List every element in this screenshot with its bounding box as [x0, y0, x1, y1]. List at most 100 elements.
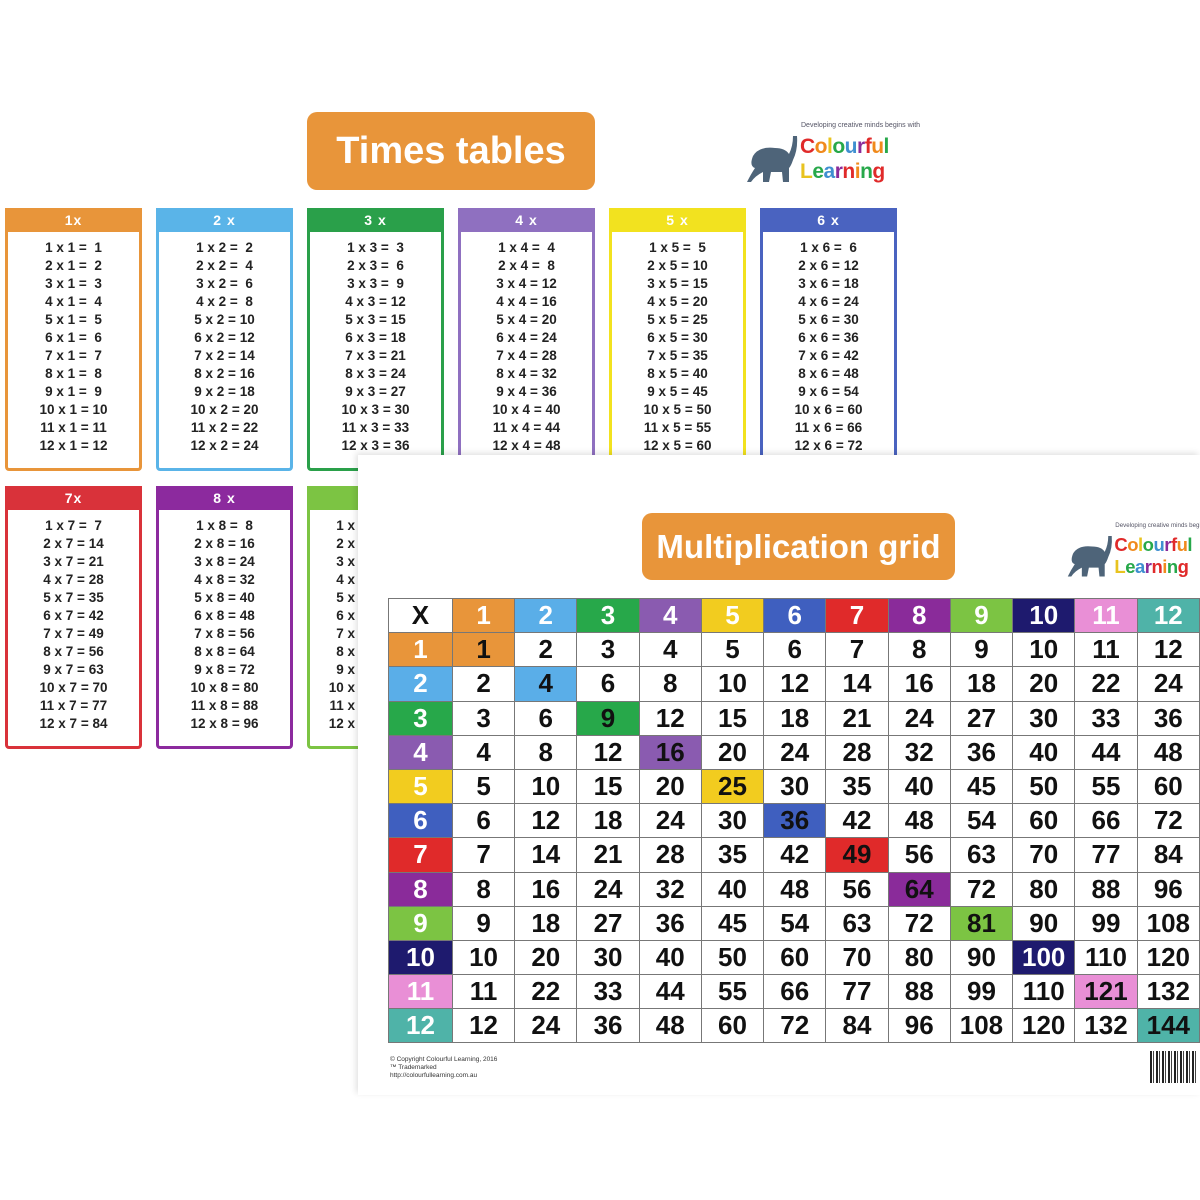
grid-cell: 70: [825, 939, 889, 976]
grid-square-cell: 36: [763, 803, 827, 839]
card-row: 6 x 7 = 42: [43, 608, 104, 623]
website-text: http://colourfullearning.com.au: [390, 1072, 478, 1079]
grid-row-header: 11: [388, 974, 453, 1010]
grid-cell: 110: [1012, 974, 1076, 1010]
grid-cell: 56: [825, 871, 889, 907]
grid-square-cell: 25: [700, 768, 765, 805]
grid-cell: 20: [700, 734, 765, 770]
grid-header-row: X 1 2 3 4 5 6 7 8 9 10 11 12: [388, 597, 1200, 634]
grid-cell: 72: [1136, 803, 1200, 839]
grid-cell: 30: [763, 768, 827, 805]
card-row: 3 x 2 = 6: [196, 276, 253, 291]
card-row: 5 x 1 = 5: [45, 312, 102, 327]
grid-cell: 12: [451, 1008, 516, 1044]
card-row: 8 x 6 = 48: [798, 366, 859, 381]
grid-cell: 8: [451, 871, 516, 907]
grid-cell: 11: [451, 974, 516, 1010]
grid-corner: X: [388, 597, 453, 634]
grid-column-header: 8: [887, 597, 951, 634]
grid-row: 4 4 8 12 16 20 24 28 32 36 40 44 48: [388, 734, 1200, 770]
grid-cell: 90: [1012, 905, 1076, 941]
grid-column-header: 11: [1074, 597, 1138, 634]
card-row: 6 x 5 = 30: [647, 330, 708, 345]
grid-cell: 14: [825, 666, 889, 702]
copyright-text: © Copyright Colourful Learning, 2016: [390, 1056, 498, 1063]
grid-cell: 99: [1074, 905, 1138, 941]
card-row: 9 x 7 = 63: [43, 662, 104, 677]
grid-cell: 7: [451, 837, 516, 873]
times-table-card: 7x 1 x 7 = 7 2 x 7 = 14 3 x 7 = 21 4 x 7 = 2…: [5, 486, 142, 749]
elephant-icon: [747, 136, 798, 182]
grid-cell: 18: [576, 803, 640, 839]
grid-cell: 48: [887, 803, 951, 839]
card-row: 2 x 6 = 12: [798, 258, 859, 273]
grid-cell: 90: [949, 939, 1014, 976]
grid-cell: 132: [1074, 1008, 1138, 1044]
grid-cell: 70: [1012, 837, 1076, 873]
grid-cell: 20: [514, 939, 578, 976]
card-row: 7 x 6 = 42: [798, 348, 859, 363]
grid-cell: 36: [1136, 700, 1200, 736]
grid-cell: 33: [1074, 700, 1138, 736]
grid-square-cell: 16: [638, 734, 702, 770]
grid-cell: 30: [1012, 700, 1076, 736]
card-row: 7 x 4 = 28: [496, 348, 557, 363]
trademark-text: ™ Trademarked: [390, 1064, 437, 1071]
grid-row-header: 4: [388, 734, 453, 770]
grid-row: 6 6 12 18 24 30 36 42 48 54 60 66 72: [388, 803, 1200, 839]
grid-row: 12 12 24 36 48 60 72 84 96 108 120 132 144: [388, 1008, 1200, 1044]
card-row: 5 x: [336, 590, 355, 605]
card-row: 4 x 8 = 32: [194, 572, 255, 587]
grid-cell: 12: [638, 700, 702, 736]
card-row: 10 x 5 = 50: [643, 402, 712, 417]
grid-cell: 60: [1012, 803, 1076, 839]
grid-row-header: 7: [388, 837, 453, 873]
grid-column-header: 7: [825, 597, 889, 634]
card-header: 8 x: [156, 486, 293, 510]
logo-tagline: Developing creative minds begins with: [801, 122, 921, 129]
times-table-card: 8 x 1 x 8 = 8 2 x 8 = 16 3 x 8 = 24 4 x 8 = …: [156, 486, 293, 749]
grid-cell: 4: [451, 734, 516, 770]
grid-row: 10 10 20 30 40 50 60 70 80 90 100 110 120: [388, 939, 1200, 976]
grid-row-header: 3: [388, 700, 453, 736]
logo-tagline: Developing creative minds begins with: [1115, 522, 1200, 530]
card-row: 2 x: [336, 536, 355, 551]
multiplication-grid: X 1 2 3 4 5 6 7 8 9 10 11 12 1 1 2 3 4 5 6 7 8 9 10 11 12 2 2 4 6 8 10 1…: [388, 597, 1200, 1044]
card-header: 5 x: [609, 208, 746, 232]
grid-cell: 33: [576, 974, 640, 1010]
card-row: 4 x 4 = 16: [496, 294, 557, 309]
card-row: 8 x 2 = 16: [194, 366, 255, 381]
grid-cell: 3: [451, 700, 516, 736]
grid-cell: 42: [763, 837, 827, 873]
card-row: 6 x 4 = 24: [496, 330, 557, 345]
grid-cell: 12: [1136, 632, 1200, 668]
logo-word-colourful: Colourful: [1114, 533, 1193, 555]
card-row: 11 x 6 = 66: [794, 420, 863, 435]
grid-cell: 55: [1074, 768, 1138, 805]
card-row: 9 x 2 = 18: [194, 384, 255, 399]
grid-cell: 108: [949, 1008, 1014, 1044]
grid-cell: 88: [887, 974, 951, 1010]
grid-cell: 35: [700, 837, 765, 873]
grid-cell: 36: [949, 734, 1014, 770]
card-row: 8 x 5 = 40: [647, 366, 708, 381]
card-row: 3 x 3 = 9: [347, 276, 404, 291]
grid-cell: 18: [949, 666, 1014, 702]
grid-cell: 24: [514, 1008, 578, 1044]
card-row: 4 x 7 = 28: [43, 572, 104, 587]
grid-column-header: 10: [1012, 597, 1076, 634]
grid-cell: 66: [1074, 803, 1138, 839]
grid-cell: 3: [576, 632, 640, 668]
card-header: 7x: [5, 486, 142, 510]
card-row: 10 x 7 = 70: [39, 680, 108, 695]
grid-cell: 66: [763, 974, 827, 1010]
grid-row-header: 9: [388, 905, 453, 941]
card-row: 11 x 5 = 55: [643, 420, 712, 435]
grid-cell: 40: [700, 871, 765, 907]
copyright-footer: © Copyright Colourful Learning, 2016 ™ T…: [390, 1056, 497, 1080]
grid-row: 7 7 14 21 28 35 42 49 56 63 70 77 84: [388, 837, 1200, 873]
card-row: 5 x 2 = 10: [194, 312, 255, 327]
grid-square-cell: 121: [1074, 974, 1138, 1010]
card-row: 7 x: [336, 626, 355, 641]
grid-cell: 8: [638, 666, 702, 702]
